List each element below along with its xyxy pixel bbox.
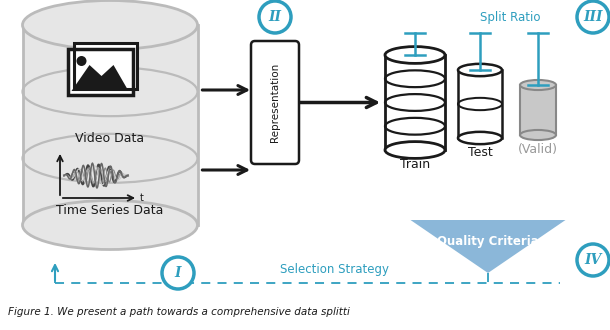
Bar [68,49,132,95]
Text: Test: Test [468,147,492,159]
Text: t: t [140,193,144,203]
Text: Train: Train [400,158,430,172]
Text: Selection Strategy: Selection Strategy [281,263,390,277]
Ellipse shape [520,80,556,90]
Ellipse shape [23,1,198,49]
FancyBboxPatch shape [251,41,299,164]
Ellipse shape [520,130,556,140]
Bar [458,70,502,138]
Text: (Valid): (Valid) [518,143,558,155]
Text: Figure 1. We present a path towards a comprehensive data splitti: Figure 1. We present a path towards a co… [8,307,350,317]
Bar [73,43,137,89]
Polygon shape [411,220,565,273]
Text: Quality Criteria: Quality Criteria [437,235,539,248]
Polygon shape [71,65,129,91]
Text: Split Ratio: Split Ratio [479,11,540,23]
Bar [520,85,556,135]
Ellipse shape [23,201,198,249]
Circle shape [76,56,87,66]
Bar [385,55,445,150]
Ellipse shape [385,142,445,158]
Circle shape [577,244,609,276]
Ellipse shape [458,64,502,76]
Text: Video Data: Video Data [76,131,145,145]
Text: Time Series Data: Time Series Data [56,204,163,216]
Bar [23,25,198,225]
Text: III: III [583,10,603,24]
Text: IV: IV [584,253,601,267]
Bar [73,43,137,89]
Circle shape [162,257,194,289]
Circle shape [577,1,609,33]
Text: II: II [268,10,281,24]
Text: I: I [174,266,181,280]
Circle shape [259,1,291,33]
Text: Representation: Representation [270,63,280,142]
Ellipse shape [385,47,445,63]
Bar [68,49,132,95]
Ellipse shape [458,132,502,144]
